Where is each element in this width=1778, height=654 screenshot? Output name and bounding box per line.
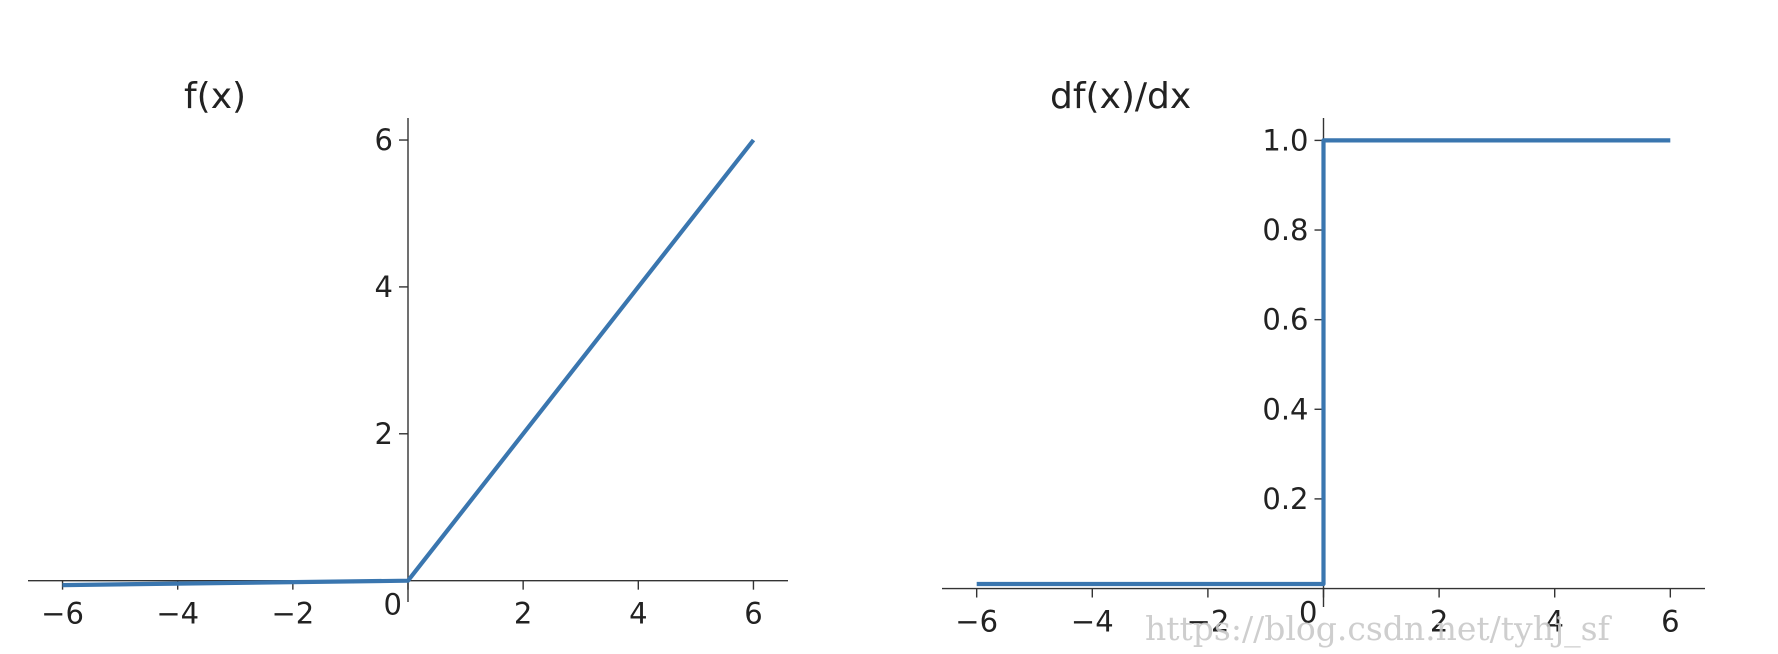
x-tick-label: 0 — [1299, 596, 1317, 630]
x-tick-label: −4 — [156, 597, 199, 631]
x-tick-label: 2 — [1430, 605, 1448, 639]
y-tick-label: 1.0 — [1262, 123, 1308, 157]
y-tick-label: 4 — [375, 270, 393, 304]
x-tick-label: 4 — [629, 597, 647, 631]
x-tick-label: −6 — [41, 597, 84, 631]
y-tick-label: 0.2 — [1262, 482, 1308, 516]
series-line — [976, 138, 1671, 587]
x-tick-label: −4 — [1071, 605, 1114, 639]
y-tick-label: 0.8 — [1262, 213, 1308, 247]
x-tick-label: −2 — [1187, 605, 1230, 639]
x-tick-label: 6 — [744, 597, 762, 631]
y-tick-label: 0.4 — [1262, 392, 1308, 426]
relu-derivative-plot: df(x)/dx −6 −4 −2 0 2 4 6 0.2 0.4 0.6 0.8 1.0 — [942, 76, 1705, 639]
x-tick-label: 6 — [1661, 605, 1679, 639]
y-tick-label: 6 — [375, 123, 393, 157]
series-line — [62, 138, 756, 588]
y-tick-label: 0.6 — [1262, 303, 1308, 337]
chart-title-derivative: df(x)/dx — [1050, 76, 1191, 117]
x-tick-label: −6 — [955, 605, 998, 639]
x-tick-label: 0 — [384, 588, 402, 622]
x-tick-label: 4 — [1545, 605, 1563, 639]
watermark-text: https://blog.csdn.net/tyhj_sf — [1145, 609, 1613, 649]
relu-function-plot: f(x) −6 −4 −2 0 2 4 6 2 4 6 — [28, 76, 788, 631]
x-tick-label: −2 — [271, 597, 314, 631]
chart-title-f-x: f(x) — [184, 76, 246, 117]
y-tick-label: 2 — [375, 417, 393, 451]
x-tick-label: 2 — [514, 597, 532, 631]
